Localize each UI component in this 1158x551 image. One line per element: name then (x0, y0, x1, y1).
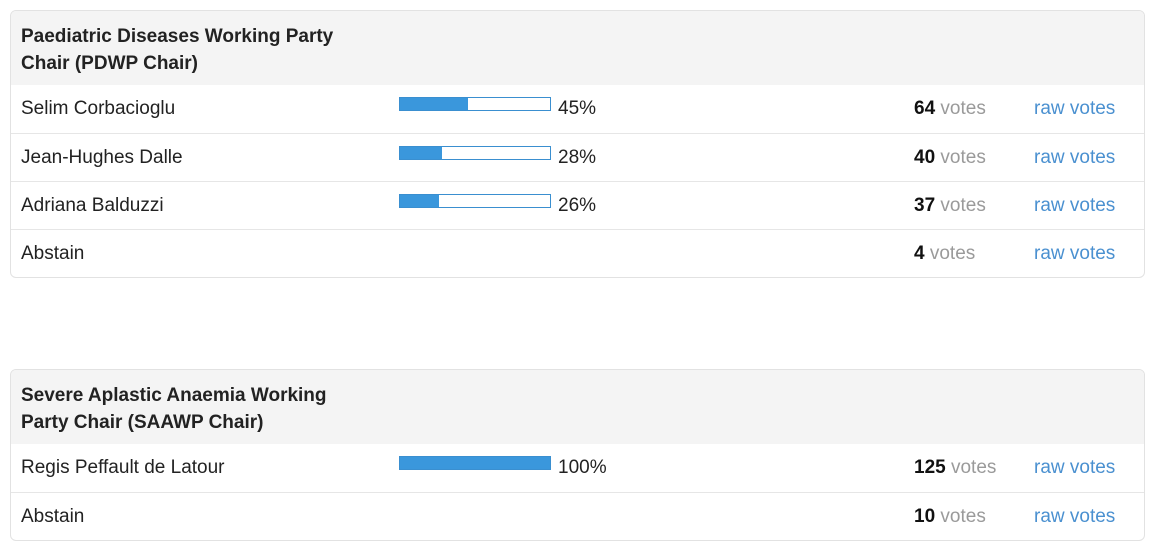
percent-bar (399, 194, 551, 208)
vote-number: 4 (914, 243, 925, 264)
vote-count: 4 votes (914, 230, 975, 277)
vote-count: 64 votes (914, 85, 986, 132)
raw-votes-link[interactable]: raw votes (1034, 147, 1116, 168)
vote-unit: votes (950, 457, 997, 478)
vote-count: 37 votes (914, 182, 986, 229)
candidate-name: Selim Corbacioglu (21, 98, 176, 119)
vote-unit: votes (940, 147, 986, 168)
vote-number: 64 (914, 98, 936, 119)
raw-votes-link[interactable]: raw votes (1034, 457, 1116, 478)
percent-bar (399, 97, 551, 111)
candidate-row: Abstain 4 votes raw votes (11, 229, 1144, 277)
raw-votes-link[interactable]: raw votes (1034, 195, 1116, 216)
percent-fill (400, 147, 442, 159)
raw-votes-link[interactable]: raw votes (1034, 506, 1116, 527)
percent-label: 26% (558, 195, 597, 216)
vote-unit: votes (929, 243, 976, 264)
percent-label: 28% (558, 147, 597, 168)
poll-header: Severe Aplastic Anaemia Working Party Ch… (11, 370, 1144, 444)
poll-panel: Paediatric Diseases Working Party Chair … (10, 10, 1145, 278)
vote-number: 40 (914, 147, 936, 168)
vote-unit: votes (940, 195, 986, 216)
candidate-name: Jean-Hughes Dalle (21, 147, 183, 168)
raw-votes-link[interactable]: raw votes (1034, 98, 1116, 119)
poll-title: Severe Aplastic Anaemia Working Party Ch… (21, 385, 327, 433)
candidate-name: Abstain (21, 243, 85, 264)
candidate-row: Abstain 10 votes raw votes (11, 492, 1144, 540)
candidate-row: Regis Peffault de Latour 100% 125 votes raw… (11, 444, 1144, 492)
candidate-name: Adriana Balduzzi (21, 195, 164, 216)
percent-fill (400, 195, 439, 207)
percent-fill (400, 457, 550, 469)
vote-number: 10 (914, 506, 936, 527)
raw-votes-link[interactable]: raw votes (1034, 243, 1116, 264)
candidate-row: Selim Corbacioglu 45% 64 votes raw votes (11, 85, 1144, 133)
candidate-row: Jean-Hughes Dalle 28% 40 votes raw votes (11, 133, 1144, 181)
percent-label: 45% (558, 98, 597, 119)
vote-number: 125 (914, 457, 946, 478)
vote-count: 10 votes (914, 493, 986, 540)
vote-number: 37 (914, 195, 936, 216)
poll-header: Paediatric Diseases Working Party Chair … (11, 11, 1144, 85)
vote-unit: votes (940, 506, 986, 527)
candidate-row: Adriana Balduzzi 26% 37 votes raw votes (11, 181, 1144, 229)
vote-unit: votes (940, 98, 986, 119)
candidate-name: Abstain (21, 506, 85, 527)
percent-bar (399, 456, 551, 470)
percent-fill (400, 98, 468, 110)
poll-panel: Severe Aplastic Anaemia Working Party Ch… (10, 369, 1145, 541)
percent-bar (399, 146, 551, 160)
candidate-name: Regis Peffault de Latour (21, 457, 225, 478)
percent-label: 100% (558, 457, 607, 478)
poll-title: Paediatric Diseases Working Party Chair … (21, 26, 334, 74)
vote-count: 40 votes (914, 134, 986, 181)
vote-count: 125 votes (914, 444, 996, 491)
